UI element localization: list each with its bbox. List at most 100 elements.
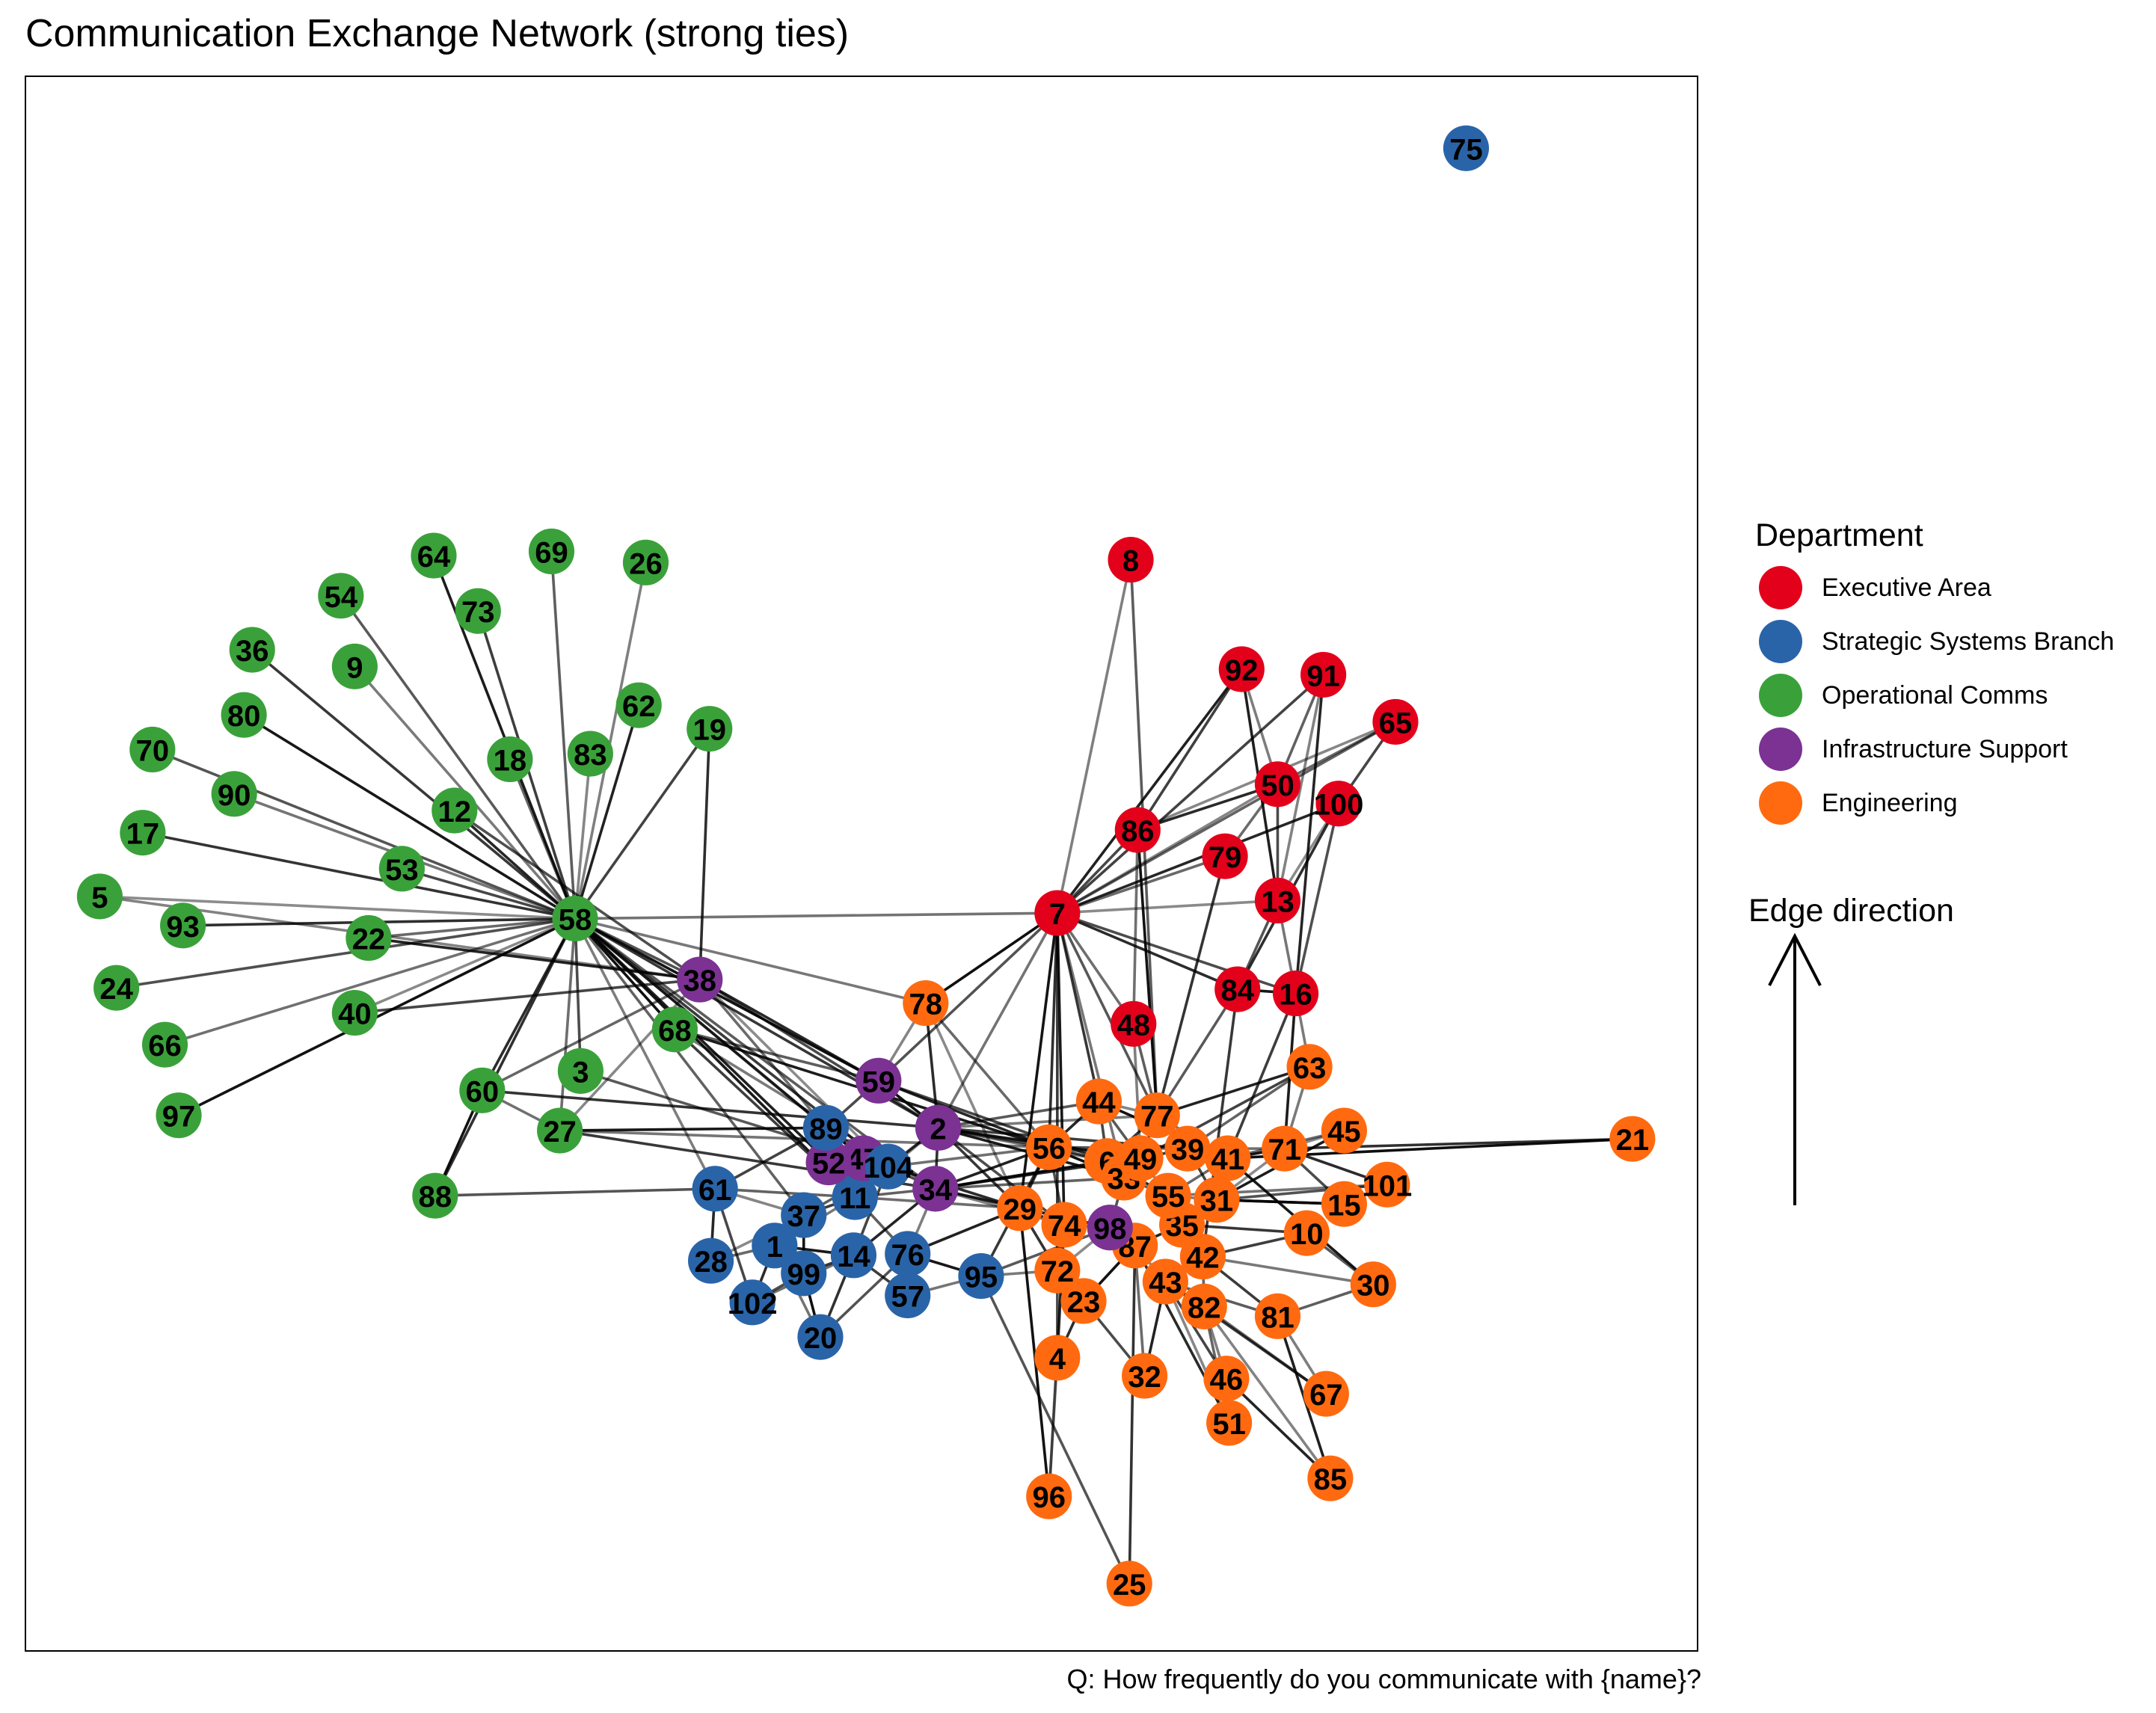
node-circle	[229, 627, 275, 673]
node-circle	[915, 1104, 962, 1151]
arrow-up-icon	[1768, 932, 1822, 986]
node-31: 31	[1194, 1177, 1240, 1223]
node-circle	[688, 1237, 734, 1284]
node-9: 9	[331, 643, 378, 689]
node-37: 37	[781, 1192, 827, 1238]
node-1: 1	[752, 1223, 798, 1269]
node-circle	[805, 1140, 852, 1186]
node-label: 31	[1200, 1185, 1234, 1218]
edge-58-26	[574, 562, 648, 919]
node-3: 3	[557, 1048, 604, 1094]
node-label: 14	[837, 1240, 870, 1273]
node-86: 86	[1114, 807, 1161, 853]
node-67: 67	[1303, 1371, 1349, 1417]
edge-60-2	[482, 1089, 939, 1130]
node-82: 82	[1181, 1283, 1227, 1329]
node-73: 73	[455, 588, 501, 634]
node-label: 10	[1290, 1218, 1324, 1251]
node-label: 83	[574, 739, 607, 772]
node-label: 29	[1004, 1193, 1037, 1226]
node-circle	[537, 1107, 583, 1154]
node-label: 21	[1616, 1124, 1650, 1157]
edge-58-36	[251, 648, 577, 920]
node-label: 25	[1113, 1569, 1146, 1602]
node-circle	[76, 873, 123, 920]
node-circle	[1026, 1124, 1072, 1170]
legend-entry-engineering: Engineering	[1759, 781, 1957, 825]
node-84: 84	[1214, 966, 1261, 1012]
node-circle	[1026, 1473, 1072, 1519]
legend-label: Executive Area	[1822, 573, 1991, 602]
node-5: 5	[76, 873, 123, 920]
edge-58-62	[574, 704, 640, 920]
edge-7-84	[1057, 911, 1238, 991]
node-circle	[1272, 971, 1319, 1017]
edge-58-22	[368, 917, 576, 940]
edge-58-3	[574, 918, 583, 1071]
node-circle	[1203, 1356, 1250, 1402]
edge-38-27	[559, 978, 701, 1132]
node-42: 42	[1179, 1234, 1226, 1280]
node-34: 34	[912, 1166, 959, 1212]
edge-16-41	[1226, 992, 1297, 1159]
edge-7-50	[1056, 783, 1279, 914]
node-60: 60	[459, 1067, 506, 1113]
node-circle	[1194, 1177, 1240, 1223]
edge-92-86	[1136, 668, 1243, 831]
node-label: 76	[891, 1239, 924, 1272]
edge-7-33	[1056, 912, 1125, 1178]
edge-38-22	[368, 936, 700, 981]
node-label: 72	[1041, 1255, 1075, 1288]
node-40: 40	[331, 989, 378, 1036]
edge-direction-key	[1751, 932, 1822, 1205]
edge-85-82	[1203, 1305, 1332, 1480]
node-101: 101	[1362, 1161, 1412, 1208]
edge-58-61	[574, 917, 716, 1190]
node-label: 81	[1261, 1301, 1294, 1334]
node-circle	[141, 1021, 188, 1068]
node-13: 13	[1254, 877, 1301, 924]
node-circle	[1111, 1000, 1157, 1047]
node-50: 50	[1254, 761, 1301, 808]
edge-58-19	[574, 728, 711, 920]
node-circle	[1254, 761, 1301, 808]
node-label: 61	[698, 1174, 732, 1207]
node-label: 32	[1128, 1361, 1161, 1394]
edge-58-69	[550, 551, 577, 919]
node-label: 90	[218, 779, 251, 812]
edge-91-13	[1276, 674, 1325, 901]
edge-61-11	[715, 1187, 856, 1199]
edge-58-24	[116, 917, 576, 989]
edge-58-5	[99, 895, 576, 920]
edge-58-27	[558, 918, 577, 1131]
node-58: 58	[552, 895, 598, 942]
node-label: 49	[1124, 1143, 1158, 1176]
node-circle	[318, 573, 364, 619]
node-circle	[958, 1253, 1004, 1300]
node-16: 16	[1272, 971, 1319, 1017]
node-circle	[830, 1232, 877, 1279]
node-circle	[1142, 1258, 1188, 1305]
node-circle	[615, 682, 662, 728]
node-label: 74	[1048, 1210, 1081, 1243]
node-75: 75	[1443, 125, 1490, 171]
node-circle	[1218, 646, 1265, 692]
legend-entry-executive-area: Executive Area	[1759, 565, 1991, 610]
legend-entry-infrastructure-support: Infrastructure Support	[1759, 727, 2068, 772]
node-label: 64	[417, 541, 451, 573]
node-circle	[912, 1166, 959, 1212]
edge-91-16	[1294, 674, 1325, 994]
edge-86-77	[1136, 829, 1159, 1116]
node-78: 78	[903, 979, 949, 1027]
node-circle	[752, 1223, 798, 1269]
node-label: 52	[812, 1148, 846, 1181]
node-label: 1	[767, 1231, 783, 1264]
node-62: 62	[615, 682, 662, 728]
node-circle	[528, 528, 575, 575]
node-circle	[1315, 781, 1362, 827]
node-circle	[1034, 1335, 1081, 1381]
node-11: 11	[832, 1174, 878, 1220]
edge-7-91	[1056, 674, 1324, 914]
node-79: 79	[1202, 833, 1248, 879]
